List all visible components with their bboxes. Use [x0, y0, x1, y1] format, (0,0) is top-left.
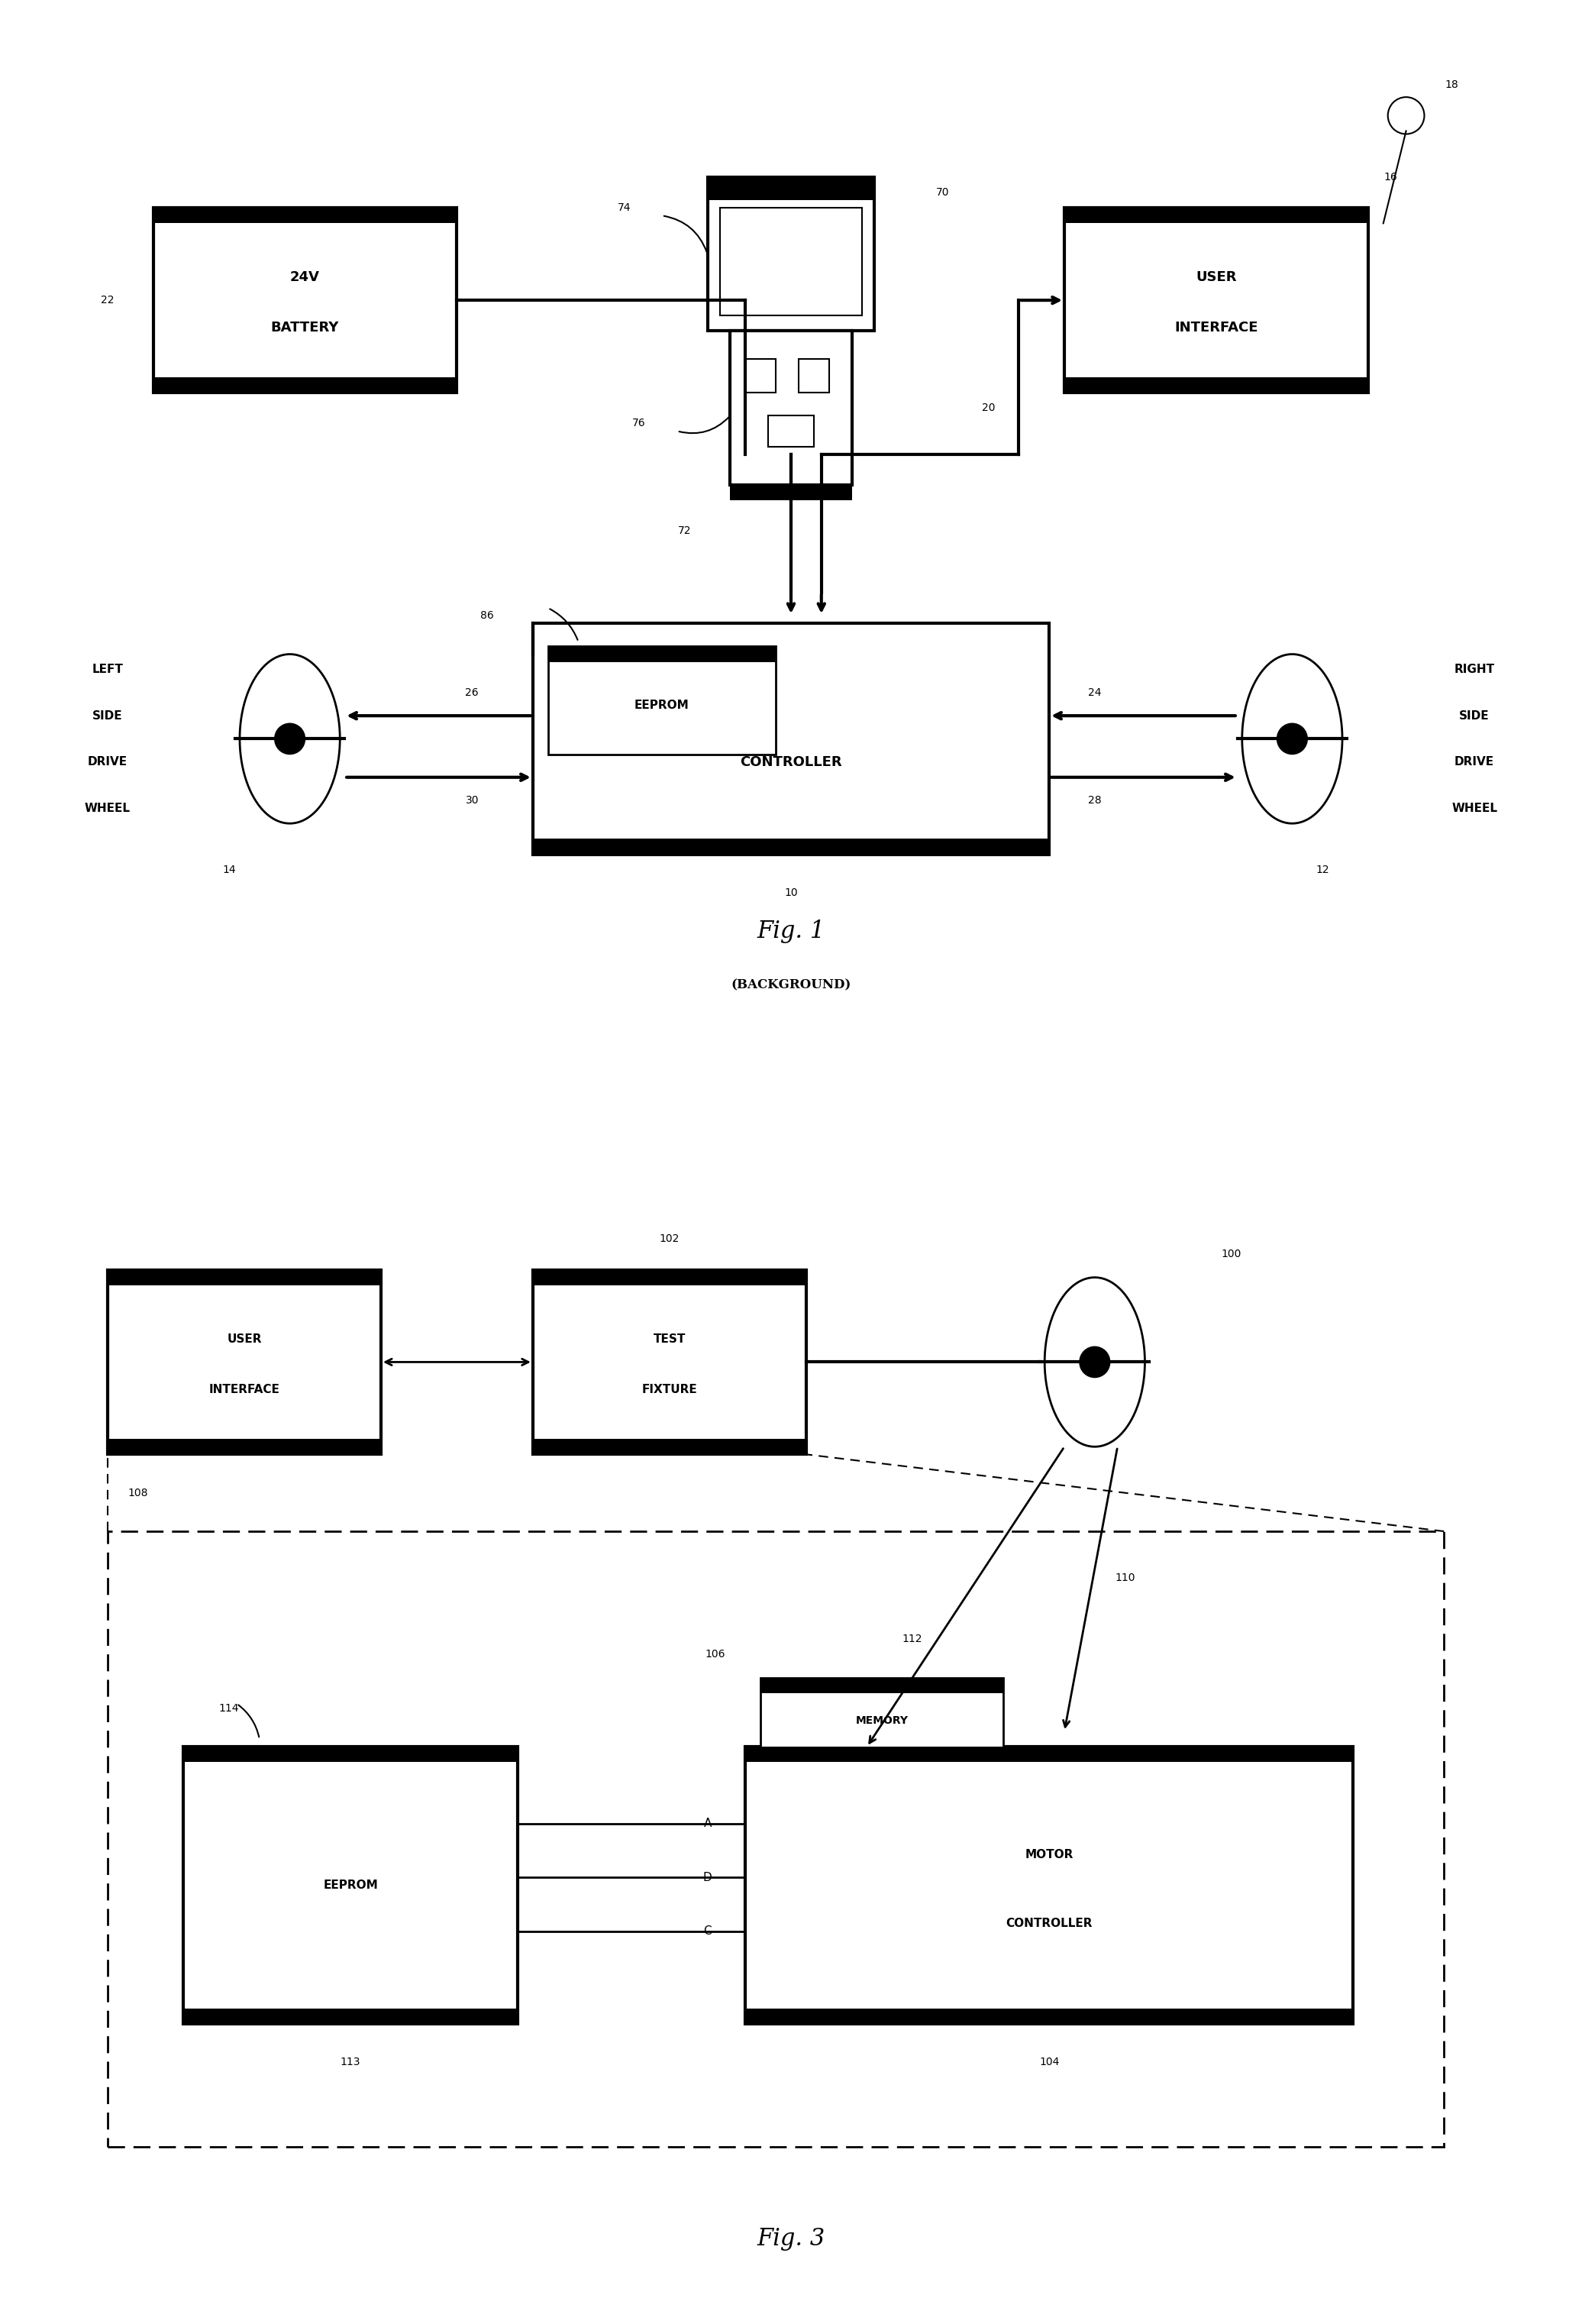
Bar [184, 1748, 517, 1762]
Text: MEMORY: MEMORY [856, 1715, 908, 1727]
Text: INTERFACE: INTERFACE [209, 1385, 280, 1394]
Text: 114: 114 [218, 1703, 239, 1713]
Bar [108, 1269, 381, 1455]
Text: Fig. 1: Fig. 1 [756, 920, 826, 944]
Text: 106: 106 [706, 1650, 725, 1659]
Bar [1065, 376, 1368, 393]
Text: 100: 100 [1221, 1248, 1242, 1260]
Text: 74: 74 [617, 202, 631, 214]
Text: FIXTURE: FIXTURE [642, 1385, 698, 1394]
Bar [533, 1439, 807, 1455]
Text: 76: 76 [633, 418, 645, 428]
Bar [745, 1748, 1353, 2024]
Text: 104: 104 [1039, 2057, 1060, 2068]
Bar [533, 1269, 807, 1285]
Text: DRIVE: DRIVE [87, 755, 128, 767]
Text: 108: 108 [128, 1487, 149, 1499]
Bar [108, 1269, 381, 1285]
Bar [547, 646, 775, 755]
Text: 10: 10 [785, 888, 797, 897]
Text: USER: USER [1196, 270, 1237, 284]
Text: 28: 28 [1088, 795, 1101, 806]
Bar [533, 623, 1049, 855]
Text: 102: 102 [660, 1234, 680, 1243]
Text: 72: 72 [679, 525, 691, 537]
Text: 70: 70 [937, 188, 949, 198]
Text: CONTROLLER: CONTROLLER [740, 755, 842, 769]
Text: SIDE: SIDE [92, 711, 123, 720]
Text: 113: 113 [340, 2057, 361, 2068]
Text: 30: 30 [465, 795, 479, 806]
Bar [707, 177, 875, 200]
Bar [153, 207, 457, 223]
Text: A: A [704, 1817, 712, 1829]
Bar [761, 1678, 1003, 1692]
Text: 86: 86 [481, 611, 494, 621]
Text: EEPROM: EEPROM [323, 1880, 378, 1892]
Text: D: D [702, 1871, 712, 1882]
Text: (BACKGROUND): (BACKGROUND) [731, 978, 851, 992]
Bar [108, 1439, 381, 1455]
Text: Fig. 3: Fig. 3 [756, 2226, 826, 2252]
Text: 24V: 24V [290, 270, 320, 284]
Text: 14: 14 [223, 865, 236, 874]
Text: 110: 110 [1115, 1571, 1136, 1583]
Text: USER: USER [226, 1334, 261, 1346]
Text: INTERFACE: INTERFACE [1174, 321, 1258, 335]
Text: BATTERY: BATTERY [271, 321, 339, 335]
Bar [745, 2008, 1353, 2024]
Bar [533, 1269, 807, 1455]
Text: 18: 18 [1444, 79, 1459, 91]
Bar [745, 1748, 1353, 1762]
Text: LEFT: LEFT [92, 665, 123, 676]
Text: 24: 24 [1088, 688, 1101, 697]
Circle shape [275, 723, 305, 755]
Text: 16: 16 [1384, 172, 1397, 184]
Bar [547, 646, 775, 662]
Bar [533, 839, 1049, 855]
Text: CONTROLLER: CONTROLLER [1006, 1917, 1093, 1929]
Text: RIGHT: RIGHT [1454, 665, 1495, 676]
Bar [720, 207, 862, 316]
Text: TEST: TEST [653, 1334, 685, 1346]
Text: 12: 12 [1316, 865, 1329, 874]
Text: 22: 22 [101, 295, 114, 304]
Text: 26: 26 [465, 688, 479, 697]
Bar [731, 330, 851, 486]
Text: 20: 20 [982, 402, 995, 414]
Bar [153, 376, 457, 393]
Circle shape [1079, 1346, 1111, 1378]
Bar [153, 207, 457, 393]
Bar [761, 1678, 1003, 1755]
Text: EEPROM: EEPROM [634, 700, 690, 711]
Bar [1065, 207, 1368, 393]
Bar [769, 416, 813, 446]
Bar [731, 486, 851, 500]
Text: WHEEL: WHEEL [85, 802, 130, 813]
Bar [745, 358, 775, 393]
Bar [184, 2008, 517, 2024]
Text: DRIVE: DRIVE [1454, 755, 1495, 767]
Text: 112: 112 [902, 1634, 922, 1645]
Text: WHEEL: WHEEL [1452, 802, 1497, 813]
Text: C: C [704, 1927, 712, 1938]
Bar [1065, 207, 1368, 223]
Text: MOTOR: MOTOR [1025, 1850, 1073, 1859]
Bar [707, 177, 875, 330]
Bar [799, 358, 829, 393]
Text: SIDE: SIDE [1459, 711, 1490, 720]
Bar [108, 1532, 1444, 2147]
Circle shape [1277, 723, 1307, 755]
Bar [184, 1748, 517, 2024]
